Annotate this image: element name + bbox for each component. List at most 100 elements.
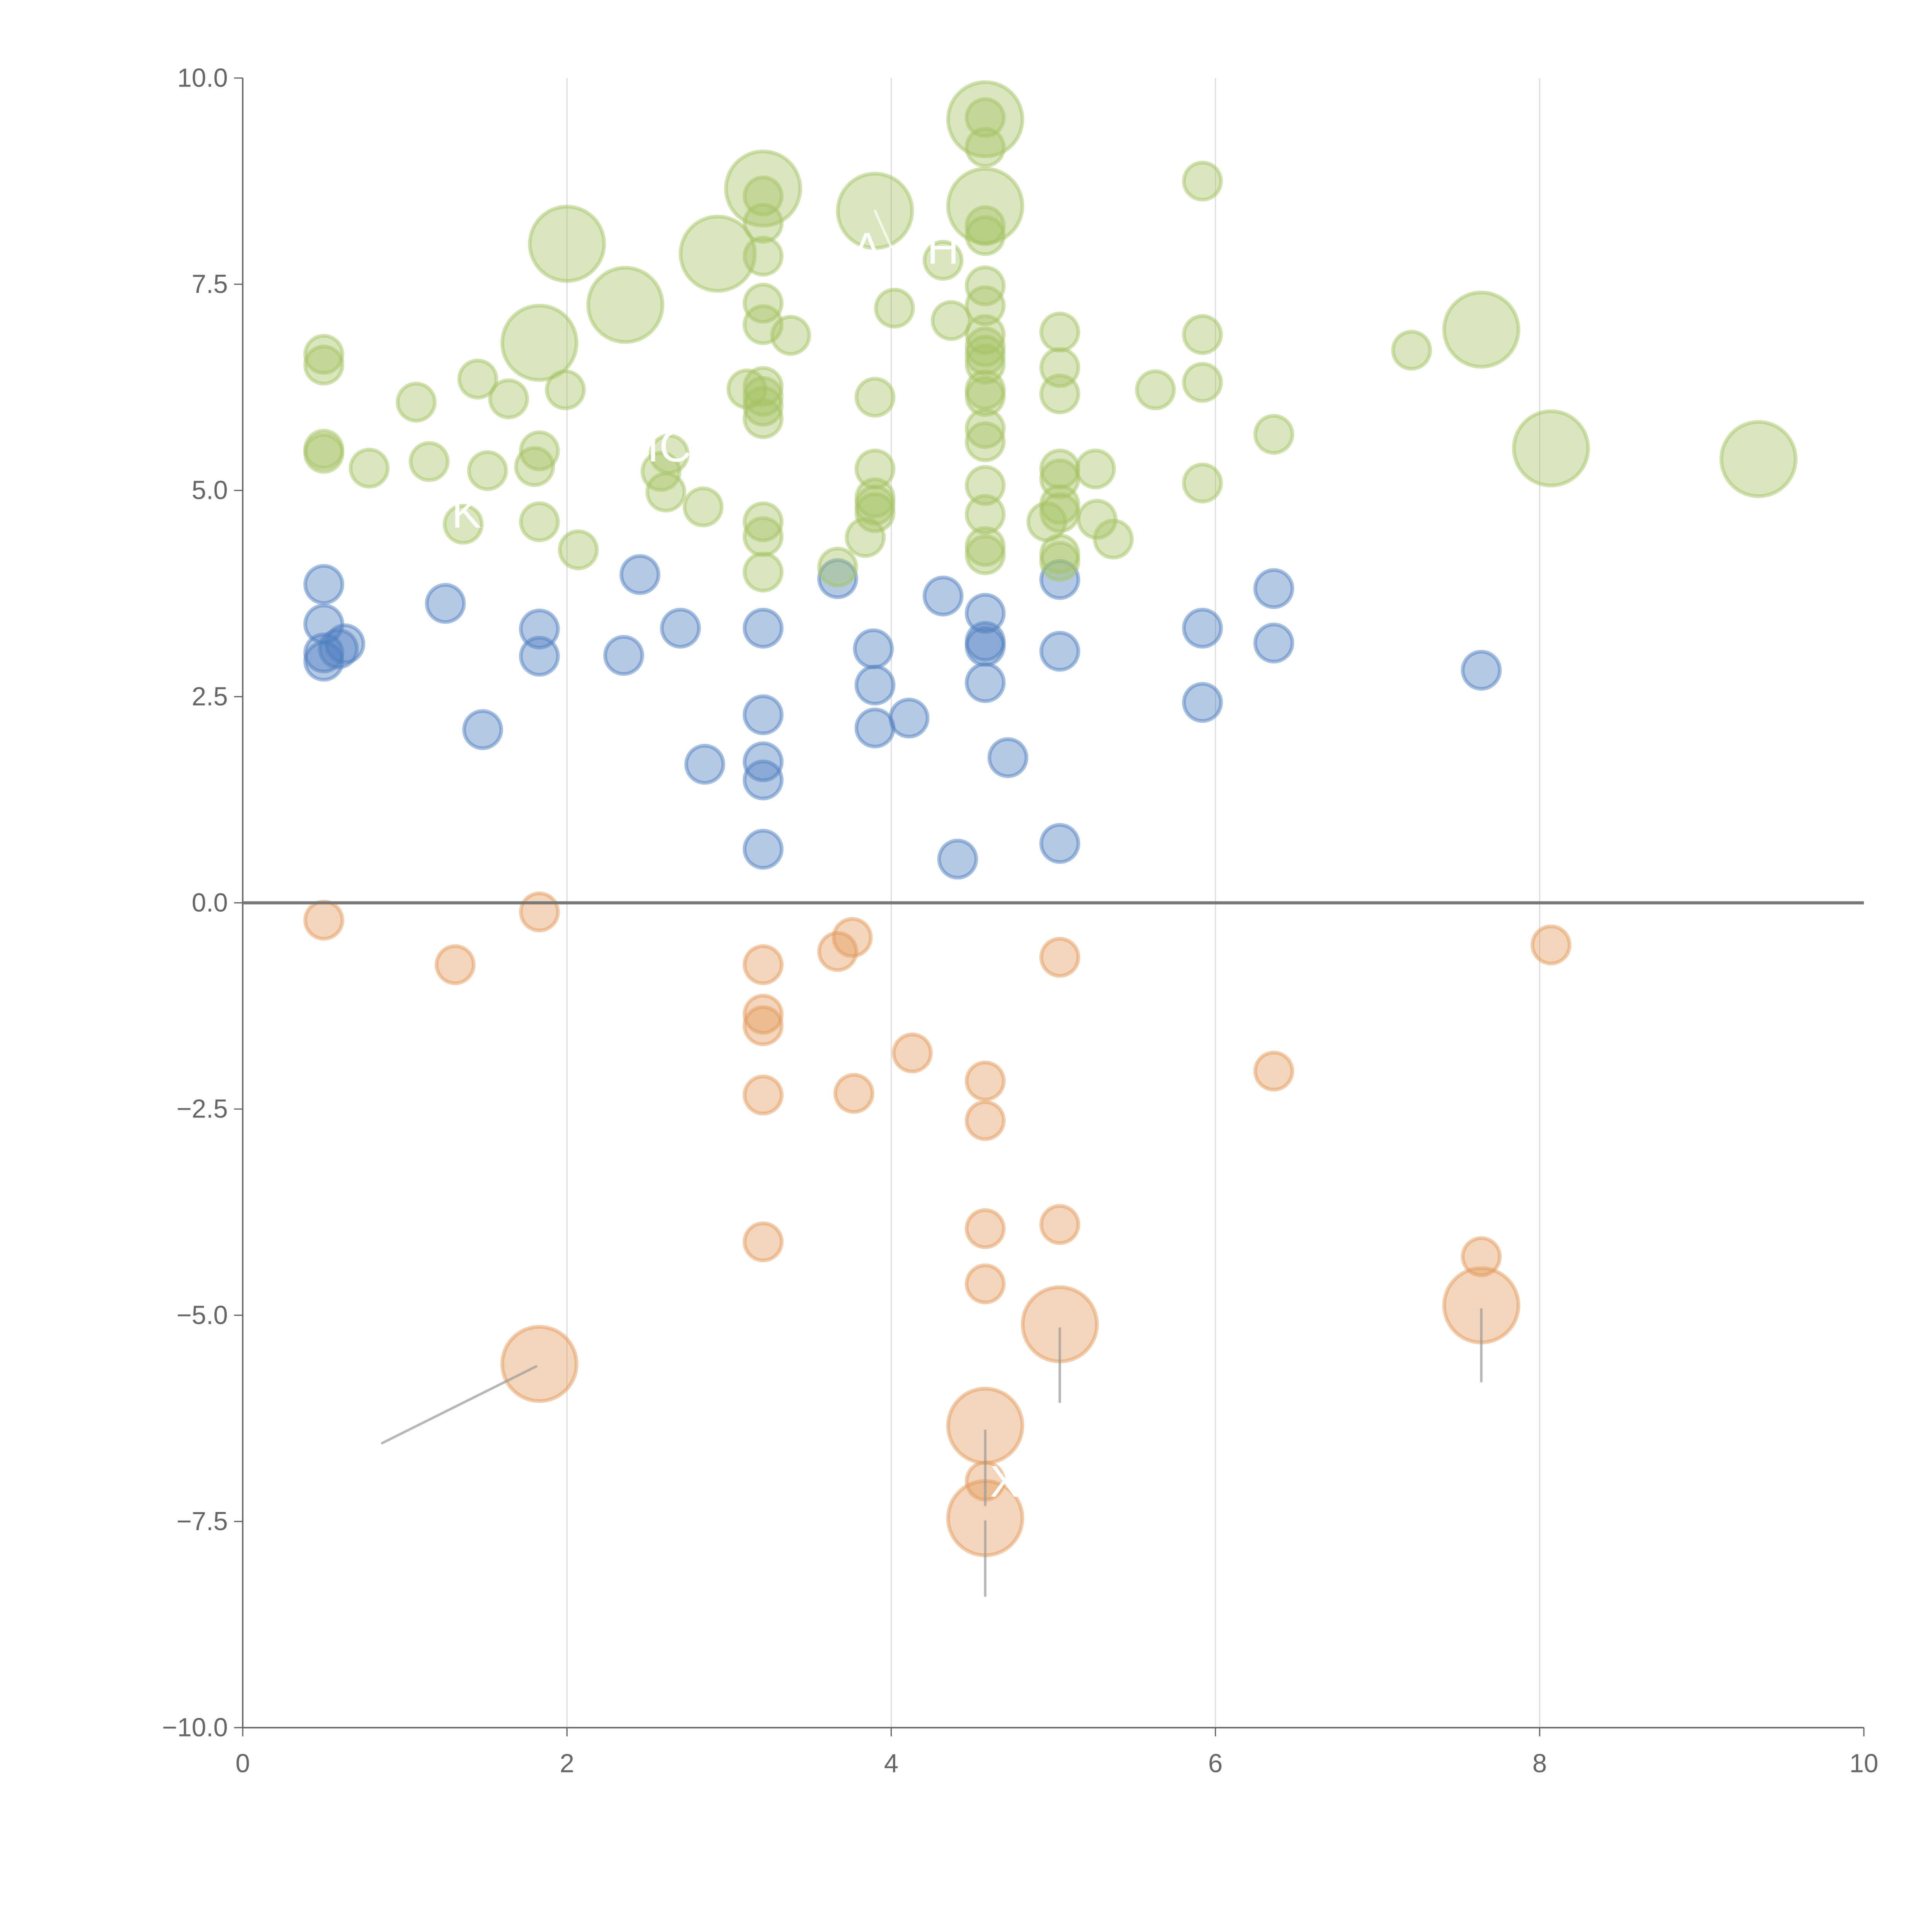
orange-bubble [832, 917, 873, 958]
green-bubble [743, 386, 784, 427]
orange-bubble [1461, 1236, 1502, 1277]
green-bubble [349, 447, 390, 489]
green-bubble [1442, 291, 1520, 369]
green-bubble [922, 240, 964, 281]
blue-bubble [987, 737, 1029, 778]
orange-bubble [743, 993, 784, 1035]
blue-bubble [937, 838, 978, 880]
orange-bubble [303, 900, 344, 941]
green-bubble [743, 282, 784, 324]
x-tick-label: 10 [1849, 1749, 1878, 1778]
blue-bubble [303, 564, 344, 605]
green-bubble [770, 315, 811, 356]
blue-bubble [888, 697, 930, 739]
green-bubble [1182, 463, 1223, 503]
y-tick-label: −7.5 [177, 1507, 228, 1536]
blue-bubble [964, 593, 1006, 634]
data-points [303, 80, 1798, 1557]
orange-bubble [500, 1325, 578, 1403]
y-tick-label: −2.5 [177, 1095, 228, 1124]
orange-bubble [892, 1032, 933, 1073]
x-tick-label: 8 [1532, 1749, 1547, 1778]
green-bubble [1182, 160, 1223, 202]
blue-bubble [743, 607, 784, 649]
annotations: A H IC K X [381, 209, 1483, 1597]
orange-bubble [1039, 1204, 1080, 1245]
green-bubble [964, 97, 1006, 138]
green-bubble [679, 214, 757, 293]
blue-bubble [743, 828, 784, 870]
green-bubble [1093, 519, 1134, 560]
green-bubble [946, 167, 1024, 245]
y-tick-label: 10.0 [177, 63, 228, 92]
tick-labels: 0 2 4 6 8 10 10.0 7.5 5.0 2.5 0.0 −2.5 −5.0 −7.5 −10.0 [162, 63, 1878, 1778]
green-bubble [964, 314, 1006, 355]
orange-bubble [743, 1221, 784, 1262]
green-bubble [457, 359, 498, 400]
blue-bubble [854, 707, 896, 748]
blue-bubble [854, 665, 896, 706]
green-bubble [930, 300, 972, 341]
green-bubble [817, 546, 858, 588]
blue-bubble [318, 628, 359, 669]
blue-bubble [1039, 823, 1080, 864]
y-tick-label: 2.5 [192, 682, 228, 711]
blue-bubble [462, 709, 503, 750]
blue-bubble [1182, 607, 1223, 649]
y-tick-label: 0.0 [192, 888, 228, 917]
blue-bubble [1253, 568, 1294, 609]
green-bubble [964, 376, 1006, 417]
series-blue [303, 554, 1502, 880]
blue-bubble [603, 635, 645, 676]
series-green [303, 80, 1798, 593]
blue-bubble [684, 744, 725, 785]
green-bubble [558, 529, 599, 570]
blue-bubble [519, 636, 560, 677]
green-bubble [1253, 414, 1294, 455]
y-tick-label: 5.0 [192, 476, 228, 505]
green-bubble [500, 304, 578, 382]
blue-bubble [619, 554, 660, 595]
green-bubble [682, 486, 724, 527]
green-bubble [488, 378, 529, 420]
orange-bubble [964, 1060, 1006, 1102]
green-bubble [1039, 311, 1080, 353]
green-bubble [1075, 448, 1116, 490]
orange-bubble [743, 1005, 784, 1046]
blue-bubble [425, 583, 466, 624]
blue-bubble [743, 759, 784, 801]
orange-bubble [519, 891, 560, 932]
green-bubble [408, 441, 450, 482]
green-bubble [519, 430, 560, 471]
orange-bubble [743, 1075, 784, 1116]
x-tick-label: 2 [560, 1749, 574, 1778]
orange-bubble [1253, 1051, 1294, 1092]
x-tick-label: 0 [235, 1749, 250, 1778]
annotation-label: X [990, 1457, 1020, 1506]
blue-bubble [853, 628, 894, 669]
green-bubble [514, 446, 555, 487]
orange-bubble [1039, 937, 1080, 978]
annotation-label: H [927, 224, 959, 273]
blue-bubble [1039, 631, 1080, 672]
green-bubble [964, 465, 1006, 506]
orange-bubble [1531, 924, 1571, 966]
orange-bubble [964, 1208, 1006, 1249]
green-bubble [964, 335, 1006, 376]
green-bubble [1039, 373, 1080, 415]
blue-bubble [1182, 682, 1223, 723]
green-bubble [743, 398, 784, 439]
green-bubble [1182, 314, 1223, 355]
blue-bubble [1253, 622, 1294, 664]
green-bubble [964, 494, 1006, 535]
annotation-leader-line [381, 1365, 537, 1444]
green-bubble [874, 287, 915, 329]
annotation-label: IC [647, 422, 691, 471]
green-bubble [964, 285, 1006, 326]
orange-bubble [964, 1100, 1006, 1141]
blue-bubble [964, 626, 1006, 667]
green-bubble [854, 492, 896, 533]
orange-bubble [964, 1263, 1006, 1304]
green-bubble [467, 450, 508, 491]
